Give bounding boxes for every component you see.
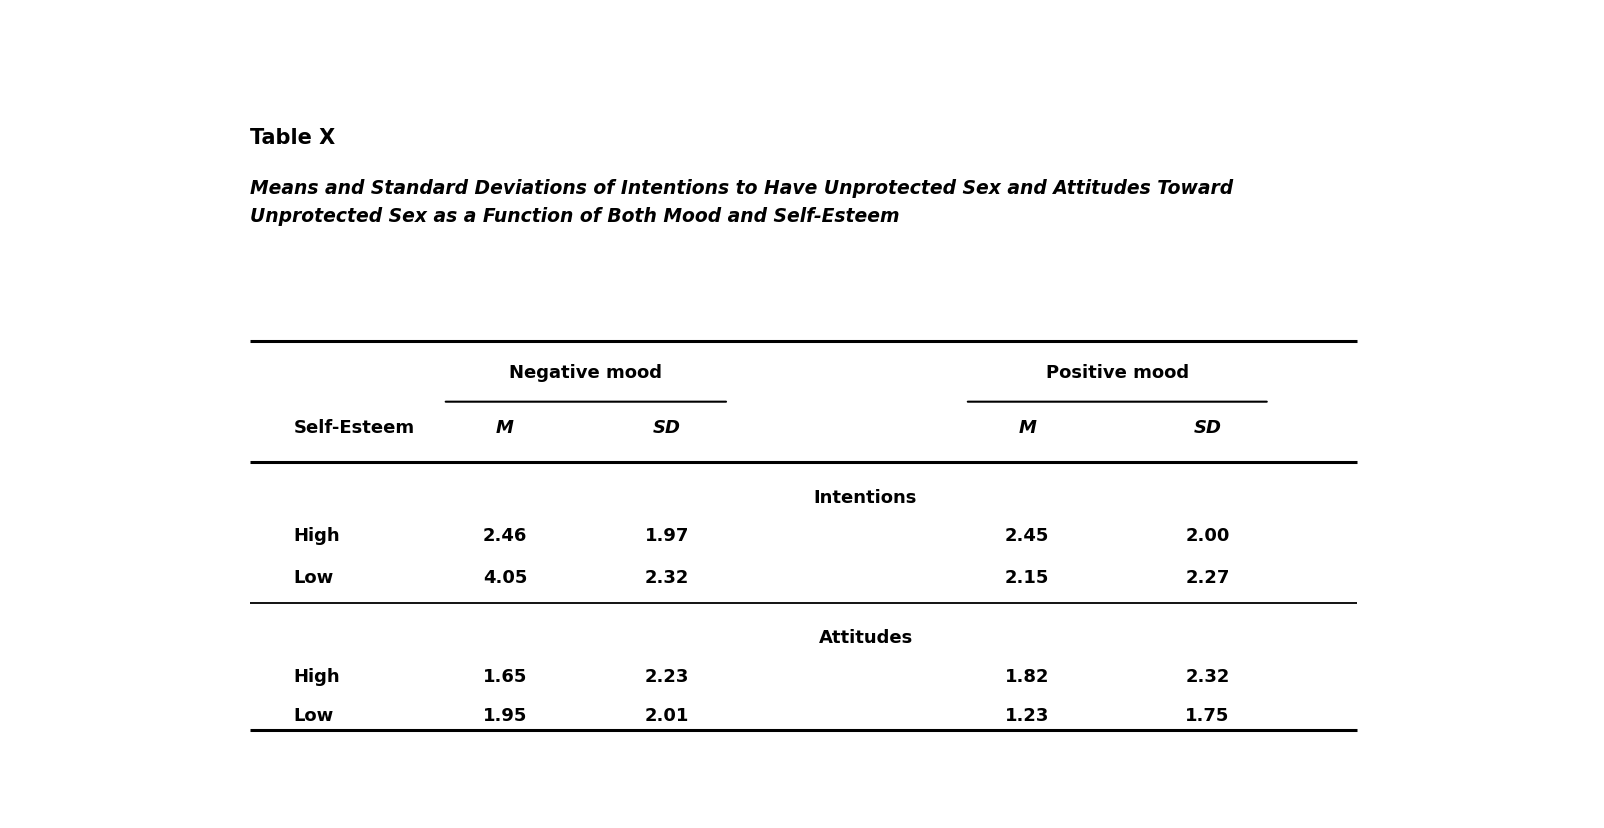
- Text: Low: Low: [294, 568, 334, 586]
- Text: Attitudes: Attitudes: [818, 628, 913, 647]
- Text: Intentions: Intentions: [813, 489, 917, 506]
- Text: 2.23: 2.23: [645, 667, 688, 685]
- Text: 2.15: 2.15: [1006, 568, 1049, 586]
- Text: 1.65: 1.65: [483, 667, 528, 685]
- Text: 1.82: 1.82: [1006, 667, 1049, 685]
- Text: 2.45: 2.45: [1006, 527, 1049, 545]
- Text: Positive mood: Positive mood: [1046, 364, 1189, 382]
- Text: 2.01: 2.01: [645, 706, 688, 724]
- Text: 2.32: 2.32: [645, 568, 688, 586]
- Text: M: M: [496, 418, 513, 436]
- Text: 1.75: 1.75: [1185, 706, 1230, 724]
- Text: Low: Low: [294, 706, 334, 724]
- Text: 1.97: 1.97: [645, 527, 688, 545]
- Text: Self-Esteem: Self-Esteem: [294, 418, 415, 436]
- Text: 4.05: 4.05: [483, 568, 528, 586]
- Text: Negative mood: Negative mood: [510, 364, 662, 382]
- Text: Table X: Table X: [250, 128, 335, 148]
- Text: High: High: [294, 667, 340, 685]
- Text: 1.95: 1.95: [483, 706, 528, 724]
- Text: 1.23: 1.23: [1006, 706, 1049, 724]
- Text: High: High: [294, 527, 340, 545]
- Text: 2.00: 2.00: [1185, 527, 1230, 545]
- Text: SD: SD: [1193, 418, 1221, 436]
- Text: 2.27: 2.27: [1185, 568, 1230, 586]
- Text: 2.46: 2.46: [483, 527, 528, 545]
- Text: SD: SD: [653, 418, 680, 436]
- Text: Means and Standard Deviations of Intentions to Have Unprotected Sex and Attitude: Means and Standard Deviations of Intenti…: [250, 179, 1233, 225]
- Text: M: M: [1019, 418, 1036, 436]
- Text: 2.32: 2.32: [1185, 667, 1230, 685]
